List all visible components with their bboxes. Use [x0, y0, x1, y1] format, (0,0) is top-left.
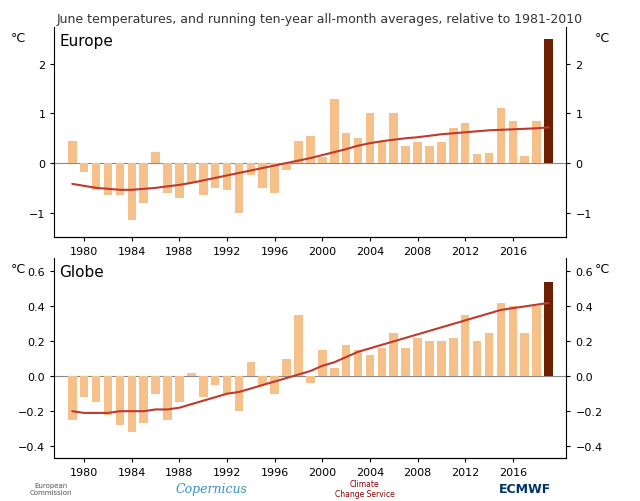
Bar [151, 153, 160, 164]
Text: Climate
Change Service: Climate Change Service [335, 479, 395, 498]
Bar [378, 143, 386, 164]
Bar [259, 164, 267, 188]
Bar [461, 124, 470, 164]
Bar [151, 377, 160, 394]
Bar [223, 164, 231, 191]
Bar [140, 377, 148, 423]
Bar [104, 164, 112, 196]
Bar [92, 377, 100, 403]
Bar [497, 109, 505, 164]
Bar [259, 377, 267, 385]
Bar [544, 40, 553, 164]
Bar [116, 164, 124, 196]
Bar [473, 155, 481, 164]
Bar [544, 283, 553, 377]
Bar [520, 333, 529, 377]
Bar [223, 377, 231, 394]
Bar [437, 143, 445, 164]
Bar [532, 307, 541, 377]
Bar [246, 164, 255, 176]
Bar [68, 141, 77, 164]
Bar [211, 377, 220, 385]
Bar [235, 377, 243, 411]
Bar [306, 377, 315, 383]
Bar [235, 164, 243, 213]
Text: °C: °C [595, 262, 610, 275]
Text: Europe: Europe [60, 34, 113, 49]
Bar [365, 114, 374, 164]
Bar [199, 164, 207, 196]
Bar [520, 156, 529, 164]
Bar [282, 359, 291, 377]
Bar [127, 377, 136, 432]
Bar [306, 136, 315, 164]
Bar [104, 377, 112, 415]
Bar [497, 303, 505, 377]
Bar [330, 368, 339, 377]
Bar [318, 158, 326, 164]
Bar [378, 349, 386, 377]
Bar [116, 377, 124, 425]
Bar [484, 154, 493, 164]
Bar [401, 146, 410, 164]
Bar [390, 114, 398, 164]
Bar [199, 377, 207, 397]
Bar [211, 164, 220, 188]
Bar [294, 316, 303, 377]
Bar [330, 99, 339, 164]
Bar [449, 338, 458, 377]
Text: June temperatures, and running ten-year all-month averages, relative to 1981-201: June temperatures, and running ten-year … [57, 13, 583, 26]
Bar [354, 350, 362, 377]
Bar [532, 122, 541, 164]
Bar [127, 164, 136, 220]
Bar [246, 363, 255, 377]
Text: ECMWF: ECMWF [499, 482, 551, 495]
Bar [80, 377, 88, 397]
Text: °C: °C [595, 32, 610, 45]
Bar [390, 333, 398, 377]
Bar [68, 377, 77, 420]
Bar [509, 122, 517, 164]
Bar [425, 342, 434, 377]
Text: Globe: Globe [60, 264, 104, 279]
Bar [318, 350, 326, 377]
Bar [425, 146, 434, 164]
Bar [294, 141, 303, 164]
Bar [342, 134, 351, 164]
Bar [401, 349, 410, 377]
Bar [80, 164, 88, 173]
Bar [187, 373, 196, 377]
Text: °C: °C [11, 262, 26, 275]
Bar [473, 342, 481, 377]
Text: European
Commission: European Commission [30, 482, 72, 495]
Bar [484, 333, 493, 377]
Bar [270, 377, 279, 394]
Bar [175, 377, 184, 403]
Bar [413, 338, 422, 377]
Bar [354, 139, 362, 164]
Bar [413, 143, 422, 164]
Bar [437, 342, 445, 377]
Bar [175, 164, 184, 198]
Bar [342, 345, 351, 377]
Bar [461, 316, 470, 377]
Bar [187, 164, 196, 183]
Bar [92, 164, 100, 191]
Bar [163, 377, 172, 420]
Bar [449, 129, 458, 164]
Bar [140, 164, 148, 203]
Bar [163, 164, 172, 193]
Text: °C: °C [11, 32, 26, 45]
Bar [282, 164, 291, 171]
Bar [365, 356, 374, 377]
Bar [270, 164, 279, 193]
Bar [509, 307, 517, 377]
Text: Copernicus: Copernicus [175, 482, 247, 495]
